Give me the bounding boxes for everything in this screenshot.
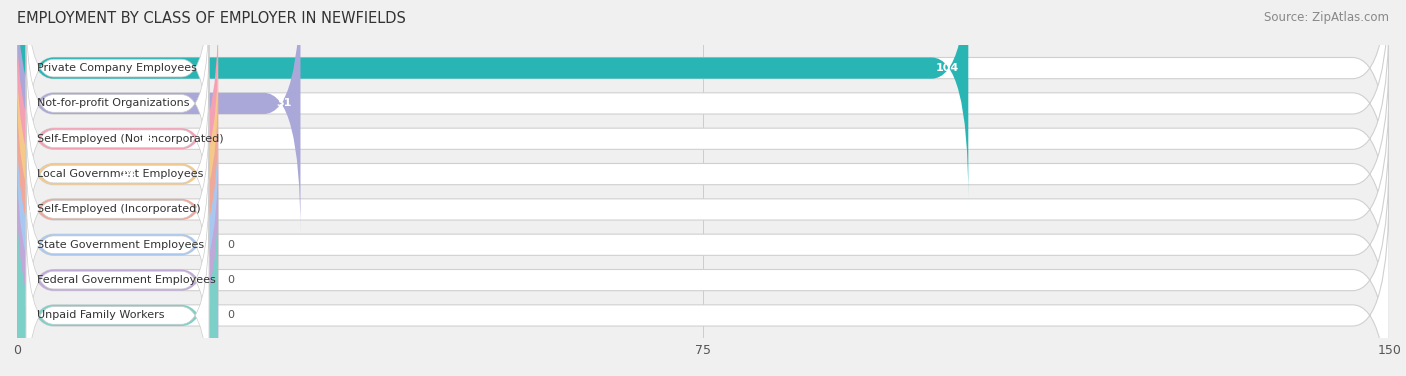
FancyBboxPatch shape [27, 0, 209, 165]
FancyBboxPatch shape [17, 0, 301, 234]
Text: EMPLOYMENT BY CLASS OF EMPLOYER IN NEWFIELDS: EMPLOYMENT BY CLASS OF EMPLOYER IN NEWFI… [17, 11, 406, 26]
FancyBboxPatch shape [17, 0, 1389, 234]
Text: Private Company Employees: Private Company Employees [37, 63, 197, 73]
FancyBboxPatch shape [27, 218, 209, 376]
Text: 14: 14 [120, 169, 136, 179]
FancyBboxPatch shape [17, 114, 1389, 376]
FancyBboxPatch shape [27, 183, 209, 376]
Text: 0: 0 [228, 240, 235, 250]
FancyBboxPatch shape [17, 185, 1389, 376]
Text: 0: 0 [228, 311, 235, 320]
FancyBboxPatch shape [27, 42, 209, 236]
FancyBboxPatch shape [17, 0, 1389, 199]
Text: Federal Government Employees: Federal Government Employees [37, 275, 215, 285]
FancyBboxPatch shape [17, 43, 1389, 305]
FancyBboxPatch shape [27, 112, 209, 306]
Text: 16: 16 [138, 134, 155, 144]
FancyBboxPatch shape [17, 8, 1389, 270]
Text: Source: ZipAtlas.com: Source: ZipAtlas.com [1264, 11, 1389, 24]
FancyBboxPatch shape [17, 0, 969, 199]
Text: Self-Employed (Incorporated): Self-Employed (Incorporated) [37, 205, 201, 214]
FancyBboxPatch shape [17, 79, 1389, 340]
FancyBboxPatch shape [17, 185, 218, 376]
Text: Unpaid Family Workers: Unpaid Family Workers [37, 311, 165, 320]
FancyBboxPatch shape [27, 77, 209, 271]
Text: Not-for-profit Organizations: Not-for-profit Organizations [37, 99, 190, 108]
Text: State Government Employees: State Government Employees [37, 240, 204, 250]
Text: Local Government Employees: Local Government Employees [37, 169, 204, 179]
FancyBboxPatch shape [17, 149, 218, 376]
FancyBboxPatch shape [17, 43, 218, 305]
FancyBboxPatch shape [17, 114, 218, 376]
FancyBboxPatch shape [27, 6, 209, 200]
FancyBboxPatch shape [17, 79, 218, 340]
FancyBboxPatch shape [17, 149, 1389, 376]
Text: 3: 3 [28, 205, 35, 214]
Text: 31: 31 [276, 99, 291, 108]
Text: Self-Employed (Not Incorporated): Self-Employed (Not Incorporated) [37, 134, 224, 144]
Text: 0: 0 [228, 275, 235, 285]
Text: 104: 104 [936, 63, 959, 73]
FancyBboxPatch shape [17, 8, 218, 270]
FancyBboxPatch shape [27, 148, 209, 342]
